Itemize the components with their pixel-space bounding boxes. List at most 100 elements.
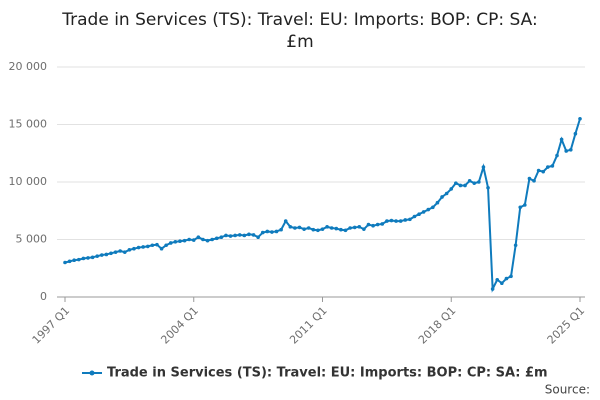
point [444, 191, 449, 196]
point [302, 227, 306, 231]
point [288, 225, 293, 229]
point [394, 219, 398, 223]
point [173, 240, 178, 244]
point [104, 252, 109, 257]
point [168, 241, 173, 245]
point [343, 228, 348, 233]
point [63, 260, 67, 265]
point [559, 137, 564, 142]
point [435, 200, 440, 205]
x-tick-label: 2011 Q1 [287, 304, 330, 347]
point [283, 219, 288, 223]
chart-title: £m [286, 32, 313, 52]
point [362, 227, 366, 231]
point [578, 116, 582, 121]
point [458, 183, 463, 188]
point [306, 226, 311, 230]
y-tick-label: 15 000 [9, 118, 48, 131]
y-tick-label: 20 000 [9, 60, 48, 73]
point [122, 250, 127, 254]
point [472, 181, 477, 185]
point [509, 274, 513, 279]
point [463, 183, 467, 188]
point [412, 214, 417, 219]
point [417, 212, 421, 216]
point [233, 233, 237, 238]
point [228, 234, 233, 238]
point [352, 225, 357, 230]
point [500, 281, 504, 286]
point [109, 251, 113, 256]
point [270, 230, 274, 234]
point [265, 229, 270, 234]
point [564, 149, 569, 153]
point [403, 218, 408, 222]
point [260, 230, 265, 235]
point [467, 179, 472, 183]
point [504, 276, 509, 281]
point [366, 222, 371, 227]
point [398, 219, 403, 223]
point [279, 227, 283, 232]
point [76, 257, 81, 262]
point [513, 243, 518, 248]
point [329, 226, 334, 230]
point [523, 203, 527, 207]
chart-title: Trade in Services (TS): Travel: EU: Impo… [61, 10, 537, 30]
point [90, 255, 95, 260]
point [371, 223, 375, 228]
point [449, 187, 454, 191]
point [325, 225, 329, 229]
y-tick-label: 0 [40, 290, 47, 303]
point [256, 235, 260, 239]
point [81, 256, 86, 261]
point [99, 253, 104, 257]
point [481, 165, 486, 169]
point [150, 243, 155, 248]
point [95, 254, 99, 258]
source: Source: [545, 383, 590, 397]
point [118, 249, 122, 253]
point [408, 217, 412, 222]
point [214, 236, 219, 241]
point [486, 185, 490, 190]
point [518, 205, 523, 210]
x-tick-label: 2018 Q1 [416, 304, 459, 347]
x-tick-label: 2004 Q1 [158, 304, 201, 347]
point [219, 235, 224, 239]
point [532, 179, 536, 183]
point [454, 181, 458, 185]
point [145, 244, 150, 249]
point [113, 250, 118, 254]
point [385, 219, 389, 223]
point [477, 180, 481, 184]
point [569, 148, 573, 152]
point [237, 233, 242, 237]
series-line [64, 118, 581, 293]
point [72, 258, 76, 263]
point [339, 227, 343, 232]
point [224, 233, 228, 238]
point [201, 237, 205, 242]
point [311, 227, 316, 232]
point [357, 225, 362, 229]
point [316, 228, 320, 233]
point [127, 248, 132, 252]
point [159, 246, 164, 251]
point [527, 176, 532, 181]
point [320, 227, 325, 231]
legend-label: Trade in Services (TS): Travel: EU: Impo… [107, 366, 548, 381]
point [375, 222, 380, 227]
point [155, 242, 159, 247]
point [67, 259, 72, 264]
y-tick-label: 10 000 [9, 175, 48, 188]
point [141, 245, 145, 249]
x-tick-label: 2025 Q1 [545, 304, 588, 347]
point [421, 210, 426, 214]
point [541, 169, 546, 174]
x-tick-label: 1997 Q1 [30, 304, 73, 347]
point [348, 226, 352, 230]
point [191, 238, 196, 242]
y-tick-label: 5 000 [16, 233, 48, 246]
point [132, 246, 136, 251]
